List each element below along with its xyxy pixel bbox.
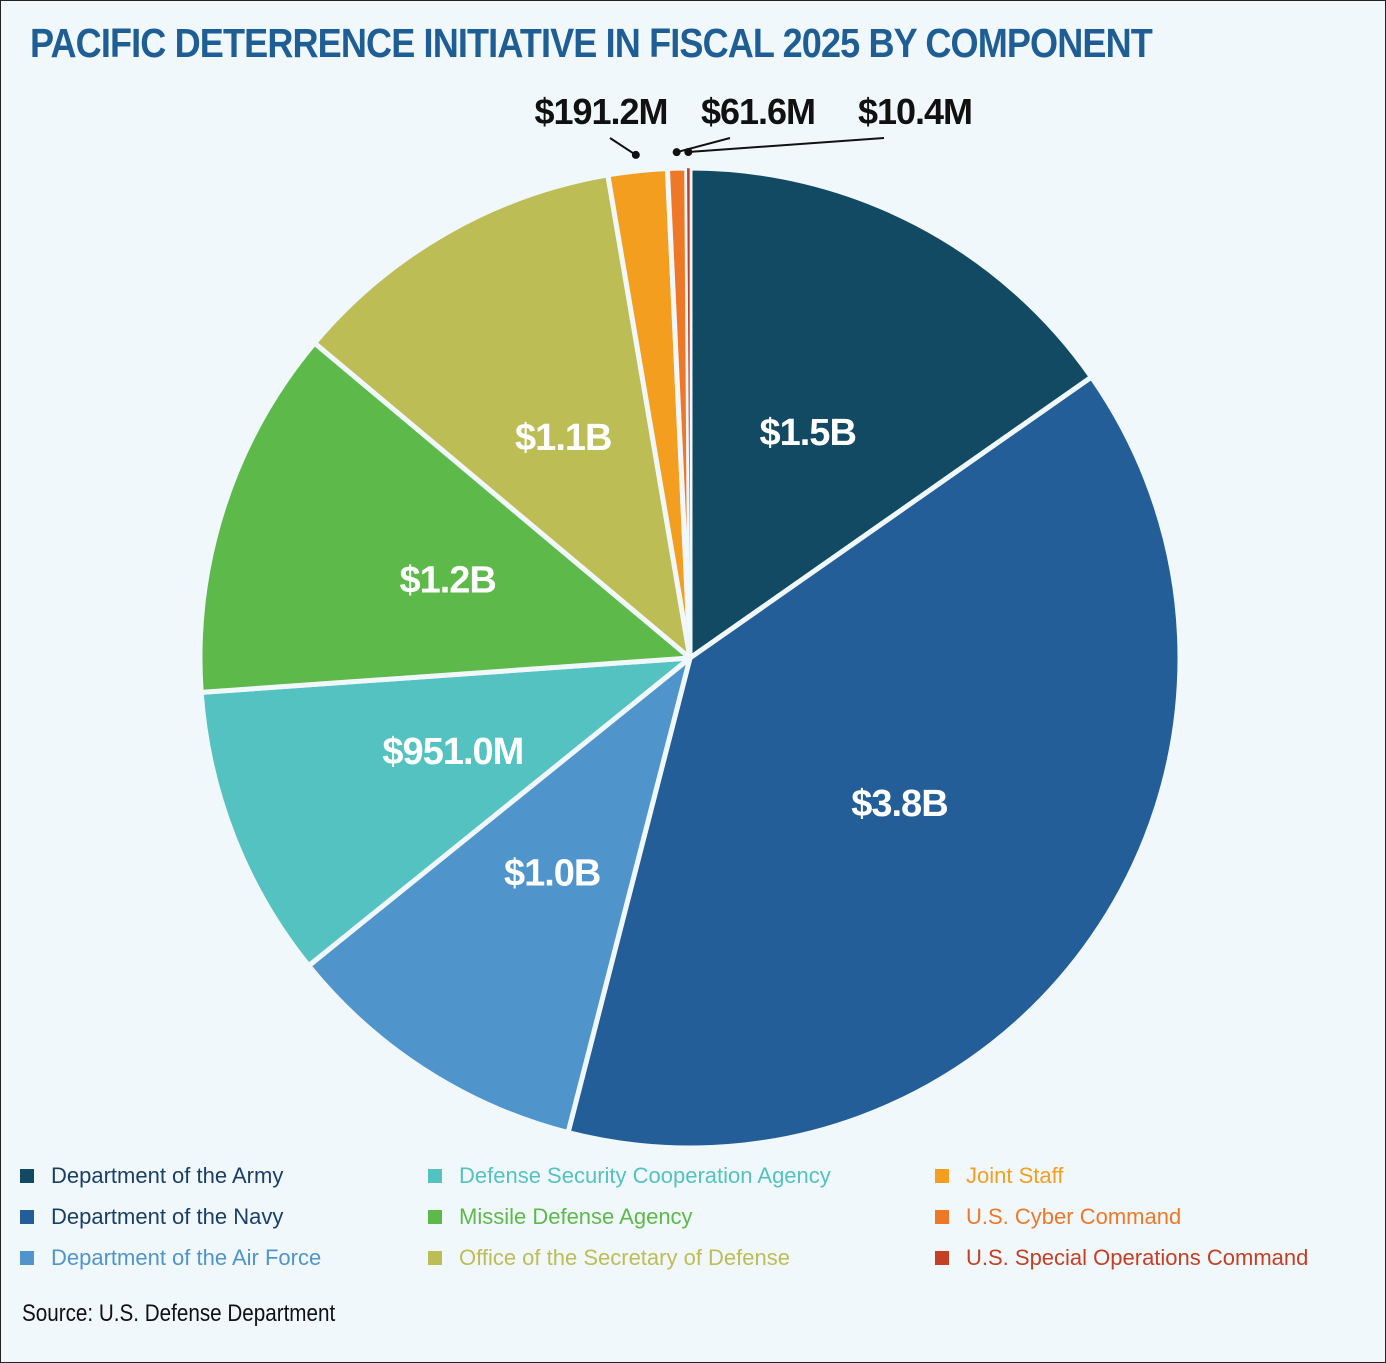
pie-slice-missile-defense-agency [197,340,693,695]
source-note: Source: U.S. Defense Department [22,1300,336,1327]
legend-swatch [428,1251,442,1265]
legend-item: U.S. Special Operations Command [935,1245,1308,1271]
legend-swatch [20,1169,34,1183]
pie-slice-department-of-the-navy [565,374,1183,1151]
legend-label: Joint Staff [966,1163,1064,1188]
legend-swatch [428,1210,442,1224]
slice-value-label: $1.5B [759,412,855,454]
legend-label: Defense Security Cooperation Agency [459,1163,831,1188]
legend-item: Joint Staff [935,1163,1063,1189]
callout-leader-line [688,137,885,154]
legend-swatch [935,1251,949,1265]
slice-value-label: $1.2B [399,559,495,601]
legend-label: Department of the Air Force [51,1245,322,1270]
legend-item: Department of the Army [20,1163,283,1189]
slice-value-label: $3.8B [851,783,947,825]
legend-item: Department of the Air Force [20,1245,321,1271]
chart-title: PACIFIC DETERRENCE INITIATIVE IN FISCAL … [30,20,1153,66]
callout-leader-line [609,137,637,156]
pie-slice-u-s-special-operations-command [686,167,691,659]
pie-slice-department-of-the-air-force [306,655,693,1136]
legend-label: Department of the Navy [51,1204,284,1229]
legend-swatch [20,1210,34,1224]
callout-dot [672,148,681,157]
legend-item: Department of the Navy [20,1204,283,1230]
legend-swatch [428,1169,442,1183]
legend-item: U.S. Cyber Command [935,1204,1181,1230]
pie-slice-department-of-the-army [687,165,1094,661]
slice-value-label: $1.0B [504,852,600,894]
legend-item: Missile Defense Agency [428,1204,693,1230]
callout-value-label: $10.4M [858,91,972,132]
pie-chart: $1.5B $3.8B $1.0B $951.0M $1.2B $1.1B $191.2M $… [197,91,1183,1151]
legend-item: Office of the Secretary of Defense [428,1245,790,1271]
legend-swatch [935,1210,949,1224]
legend-item: Defense Security Cooperation Agency [428,1163,831,1189]
legend-label: Missile Defense Agency [459,1204,693,1229]
slice-value-label: $951.0M [382,731,523,773]
callout-dot [631,150,640,159]
pie-slice-defense-security-cooperation-agency [198,655,693,969]
legend-label: Office of the Secretary of Defense [459,1245,790,1270]
legend-label: U.S. Cyber Command [966,1204,1182,1229]
callout-dot [684,148,693,157]
slice-value-label: $1.1B [515,417,611,459]
callout-value-label: $61.6M [701,91,815,132]
legend-label: Department of the Army [51,1163,284,1188]
legend-swatch [935,1169,949,1183]
legend-swatch [20,1251,34,1265]
pie-slice-office-of-the-secretary-of-defense [312,172,693,661]
chart-legend: Department of the Army Department of the … [20,1163,1380,1293]
legend-label: U.S. Special Operations Command [966,1245,1309,1270]
callout-value-label: $191.2M [534,91,667,132]
